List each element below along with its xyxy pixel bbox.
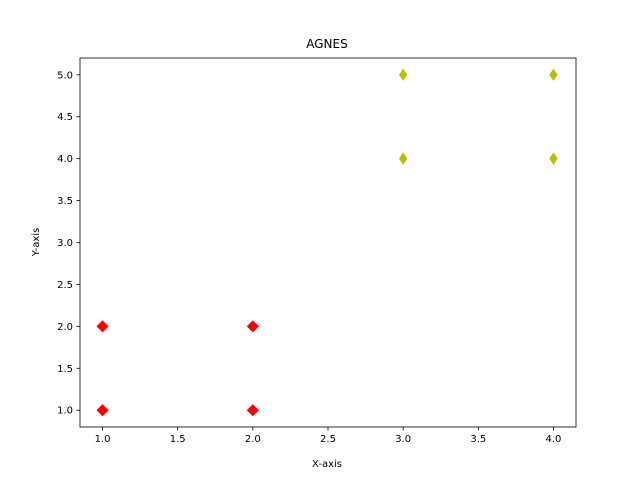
data-point-series-2 <box>549 152 558 165</box>
y-tick-label: 2.0 <box>57 322 73 333</box>
x-tick-label: 2.5 <box>320 434 336 445</box>
data-point-series-1 <box>96 320 109 333</box>
data-point-series-2 <box>549 68 558 81</box>
x-tick-label: 4.0 <box>546 434 562 445</box>
data-point-series-1 <box>246 404 259 417</box>
x-tick-label: 1.5 <box>170 434 186 445</box>
y-tick-label: 4.5 <box>57 112 73 123</box>
data-point-series-1 <box>246 320 259 333</box>
y-tick-label: 1.0 <box>57 406 73 417</box>
x-tick-label: 3.5 <box>470 434 486 445</box>
plot-area: 1.0 1.5 2.0 2.5 3.0 3.5 4.0 1.0 1.5 2.0 2.5 3.0 3.5 4… <box>57 57 577 445</box>
data-point-series-1 <box>96 404 109 417</box>
x-axis-label: X-axis <box>312 459 342 470</box>
data-point-series-2 <box>398 68 408 81</box>
y-tick-label: 3.0 <box>57 238 73 249</box>
y-tick-label: 5.0 <box>57 70 73 81</box>
y-axis-label: Y-axis <box>31 228 42 258</box>
x-tick-label: 1.0 <box>95 434 111 445</box>
y-tick-label: 3.5 <box>57 196 73 207</box>
x-tick-label: 3.0 <box>395 434 411 445</box>
x-tick-label: 2.0 <box>245 434 261 445</box>
axes-frame <box>79 57 577 428</box>
y-tick-label: 2.5 <box>57 280 73 291</box>
data-point-series-2 <box>398 152 408 165</box>
y-tick-label: 4.0 <box>57 154 73 165</box>
chart-title: AGNES <box>306 37 347 51</box>
y-tick-label: 1.5 <box>57 364 73 375</box>
